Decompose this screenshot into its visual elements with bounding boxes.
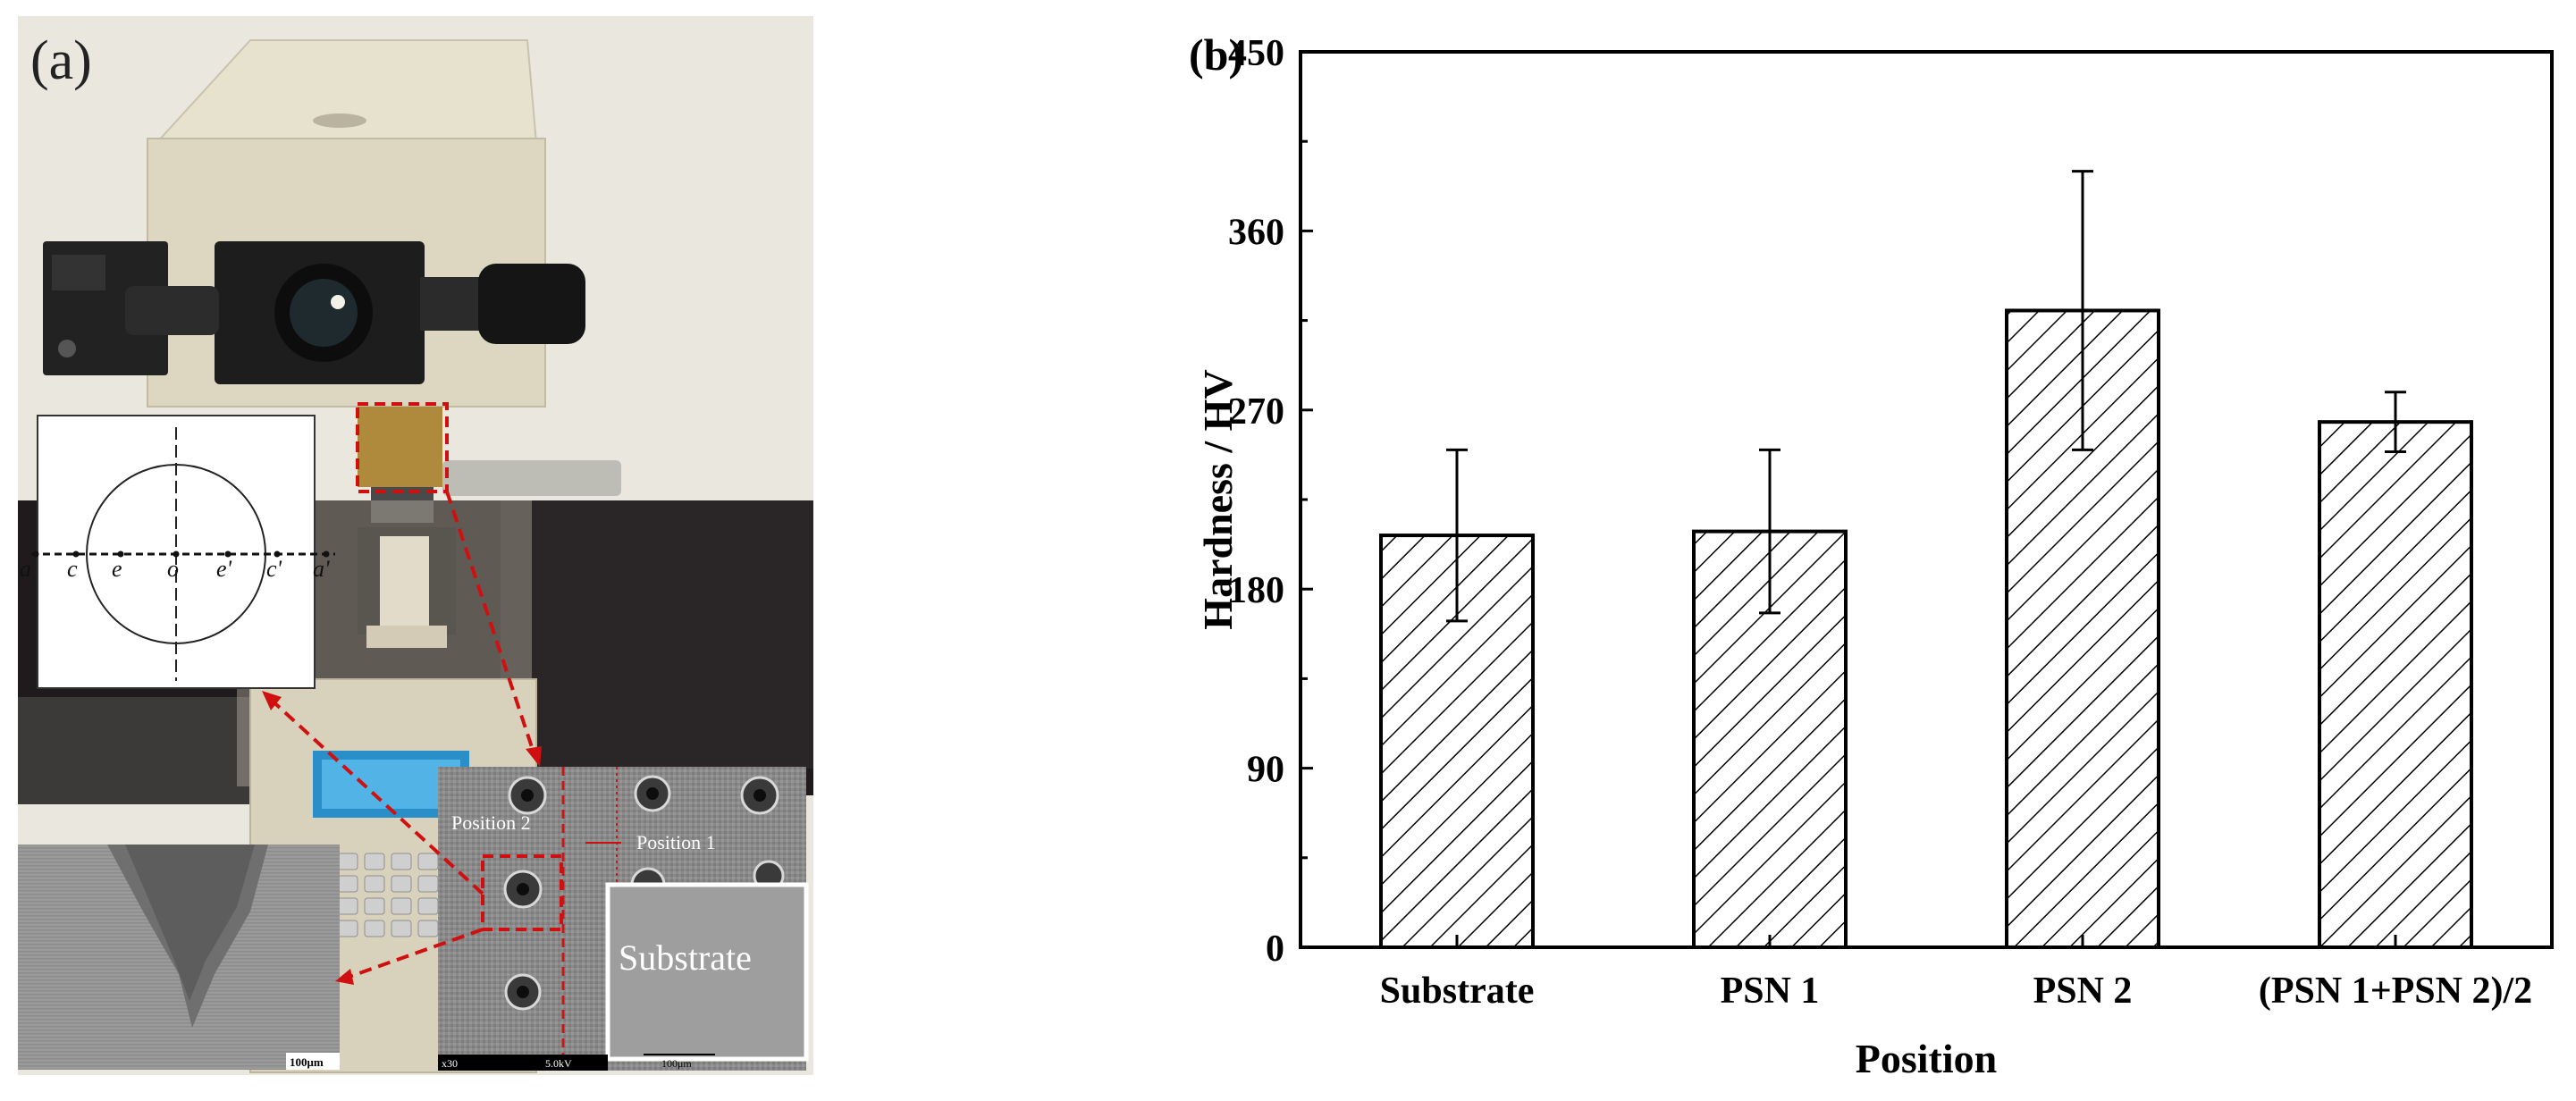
x-axis-title: Position xyxy=(1856,1036,1997,1081)
panel-b-chart: (b) 0 90 180 270 360 450 Substrate PSN 1 PSN 2 (P… xyxy=(1153,0,2576,1097)
diagram-point-o: o xyxy=(167,556,179,582)
position-2-label: Position 2 xyxy=(451,811,531,834)
x-tick-label: PSN 1 xyxy=(1721,971,1820,1012)
diagram-point-a: a xyxy=(20,556,31,582)
y-axis-title: Hardness / HV xyxy=(1195,369,1241,629)
diagram-point-c-prime: c' xyxy=(266,556,282,582)
y-tick-label: 90 xyxy=(1247,750,1284,791)
indent-scale-label: 100μm xyxy=(290,1055,324,1069)
y-tick-label: 270 xyxy=(1228,391,1284,433)
diagram-point-e-prime: e' xyxy=(216,556,232,582)
x-tick-label: Substrate xyxy=(1380,971,1535,1012)
substrate-label: Substrate xyxy=(619,937,752,978)
inset-cross-section-diagram: a c e o e' c' a' xyxy=(20,415,335,689)
diagram-point-c: c xyxy=(67,556,78,582)
y-tick-label: 360 xyxy=(1228,212,1284,253)
x-tick-label: (PSN 1+PSN 2)/2 xyxy=(2259,971,2532,1012)
callout-arrows xyxy=(266,491,536,980)
diagram-point-a-prime: a' xyxy=(313,556,330,582)
substrate-scale-label: 100μm xyxy=(661,1057,692,1070)
bar xyxy=(2318,420,2473,950)
y-tick-label: 450 xyxy=(1228,33,1284,74)
diagram-point-e: e xyxy=(112,556,122,582)
x-tick-label: PSN 2 xyxy=(2033,971,2133,1012)
inset-indent-sem: 100μm xyxy=(18,845,340,1070)
panel-a-photo: a c e o e' c' a' 100μm xyxy=(0,0,822,1097)
y-tick-label: 0 xyxy=(1266,929,1284,970)
sem-magnification: x30 xyxy=(442,1057,458,1070)
panel-a-label: (a) xyxy=(30,30,92,91)
sem-voltage: 5.0kV xyxy=(545,1057,572,1070)
specimen-highlight-box xyxy=(356,402,449,493)
position-1-label: Position 1 xyxy=(636,831,716,853)
y-tick-label: 180 xyxy=(1228,570,1284,611)
hardness-bar-chart: (b) 0 90 180 270 360 450 Substrate PSN 1 PSN 2 (P… xyxy=(1189,29,2554,1081)
inset-position-sem: Position 2 Position 1 Substrate 100μm x3… xyxy=(438,767,809,1071)
panel-b-label: (b) xyxy=(1189,29,1243,80)
